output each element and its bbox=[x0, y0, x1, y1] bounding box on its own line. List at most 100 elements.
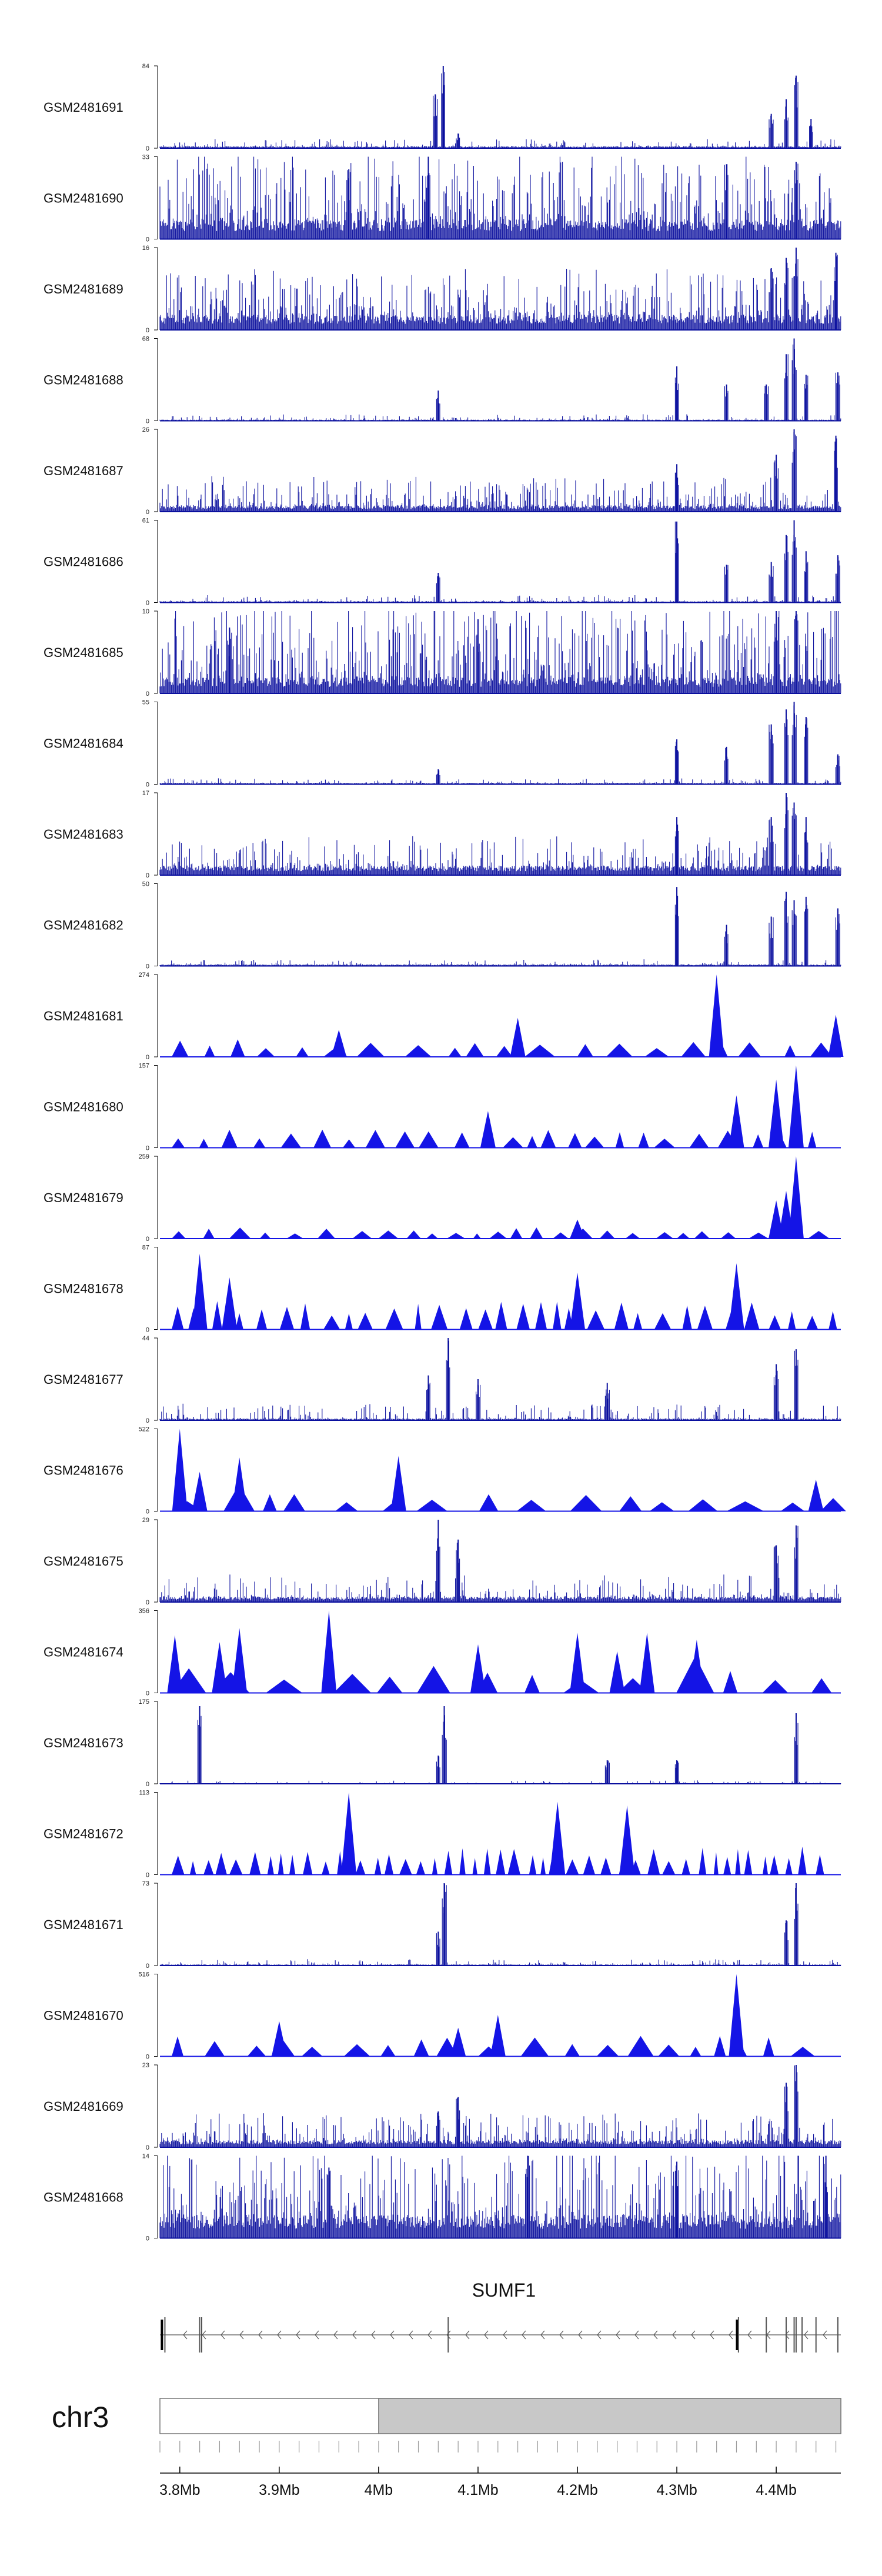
x-tick-label: 4.1Mb bbox=[457, 2482, 498, 2498]
strand-arrow bbox=[522, 2330, 526, 2340]
y-max-label: 16 bbox=[142, 245, 149, 252]
y-max-label: 23 bbox=[142, 2062, 149, 2069]
signal-pileup bbox=[570, 1495, 602, 1511]
signal-pileup bbox=[289, 1854, 296, 1875]
signal-pileup bbox=[738, 1042, 761, 1057]
signal-pileup bbox=[662, 1861, 676, 1875]
signal-pileup bbox=[540, 1857, 546, 1875]
signal-pileup bbox=[564, 2044, 580, 2057]
signal-pileup bbox=[380, 2045, 396, 2057]
signal-pileup bbox=[300, 1303, 310, 1330]
x-tick-label: 3.8Mb bbox=[159, 2482, 200, 2498]
signal-pileup bbox=[644, 1048, 669, 1057]
strand-arrow bbox=[465, 2330, 470, 2340]
signal-pileup bbox=[279, 1307, 295, 1330]
signal-pileup bbox=[689, 1133, 709, 1148]
coverage-signal bbox=[159, 72, 841, 148]
signal-pileup bbox=[510, 1228, 523, 1239]
signal-peak bbox=[729, 1263, 744, 1330]
y-max-label: 259 bbox=[139, 1153, 149, 1160]
track: GSM2481682 50 0 bbox=[44, 881, 841, 970]
track-label: GSM2481670 bbox=[44, 2008, 123, 2023]
signal-pileup bbox=[416, 1500, 447, 1511]
signal-pileup bbox=[744, 1302, 760, 1330]
signal-pileup bbox=[735, 1849, 741, 1875]
signal-peak bbox=[470, 1644, 486, 1693]
y-max-label: 29 bbox=[142, 1517, 149, 1524]
coverage-signal bbox=[159, 797, 841, 875]
signal-pileup bbox=[267, 1856, 274, 1875]
signal-pileup bbox=[446, 1233, 466, 1239]
signal-peak bbox=[510, 1017, 526, 1057]
signal-pileup bbox=[205, 2041, 225, 2057]
track-label: GSM2481682 bbox=[44, 918, 123, 933]
signal-peak bbox=[689, 1640, 704, 1693]
chromosome-ideogram: chr3 3.8Mb 3.9Mb 4Mb 4.1Mb 4.2Mb 4.3Mb 4.4Mb bbox=[52, 2398, 841, 2498]
signal-pileup bbox=[406, 1230, 421, 1239]
track-label: GSM2481683 bbox=[44, 827, 123, 842]
signal-pileup bbox=[212, 1301, 222, 1330]
y-max-label: 14 bbox=[142, 2153, 149, 2160]
y-min-label: 0 bbox=[146, 2235, 149, 2243]
signal-pileup bbox=[415, 1303, 422, 1330]
strand-arrow bbox=[729, 2330, 733, 2340]
signal-pileup bbox=[530, 1227, 543, 1239]
signal-pileup bbox=[335, 1502, 358, 1511]
signal-pileup bbox=[448, 1047, 462, 1057]
signal-pileup bbox=[172, 1231, 186, 1239]
signal-pileup bbox=[658, 2044, 680, 2057]
coverage-signal bbox=[159, 156, 841, 239]
signal-pileup bbox=[235, 1313, 243, 1330]
signal-pileup bbox=[654, 1313, 671, 1330]
track-label: GSM2481669 bbox=[44, 2099, 123, 2114]
track-label: GSM2481671 bbox=[44, 1917, 123, 1932]
signal-pileup bbox=[516, 1303, 530, 1330]
strand-arrow bbox=[540, 2330, 545, 2340]
signal-pileup bbox=[395, 1131, 415, 1148]
track: GSM2481691 84 0 bbox=[44, 63, 841, 152]
track-label: GSM2481668 bbox=[44, 2190, 123, 2205]
y-min-label: 0 bbox=[146, 1963, 149, 1970]
signal-pileup bbox=[524, 1674, 540, 1693]
signal-peak bbox=[321, 1610, 337, 1693]
exon-mark bbox=[199, 2317, 201, 2353]
signal-peak bbox=[769, 1079, 784, 1148]
signal-pileup bbox=[313, 1129, 332, 1148]
signal-pileup bbox=[583, 1855, 596, 1875]
signal-pileup bbox=[172, 2036, 184, 2057]
track-label: GSM2481680 bbox=[44, 1100, 123, 1115]
signal-pileup bbox=[656, 1232, 674, 1239]
signal-pileup bbox=[399, 1859, 412, 1875]
strand-arrow bbox=[503, 2330, 507, 2340]
signal-pileup bbox=[221, 1130, 238, 1148]
track-label: GSM2481679 bbox=[44, 1190, 123, 1205]
x-tick-label: 4.2Mb bbox=[557, 2482, 597, 2498]
y-max-label: 10 bbox=[142, 608, 149, 615]
strand-arrow bbox=[296, 2330, 300, 2340]
exon-mark bbox=[793, 2317, 795, 2353]
signal-pileup bbox=[333, 1674, 372, 1693]
track-label: GSM2481687 bbox=[44, 463, 123, 478]
signal-pileup bbox=[296, 1047, 309, 1057]
signal-pileup bbox=[780, 1502, 805, 1511]
y-max-label: 274 bbox=[139, 972, 149, 979]
signal-pileup bbox=[483, 1848, 491, 1875]
signal-pileup bbox=[496, 1046, 513, 1057]
x-tick-label: 4.3Mb bbox=[656, 2482, 697, 2498]
track: GSM2481668 14 0 bbox=[44, 2153, 841, 2243]
signal-peak bbox=[232, 1457, 248, 1511]
track: GSM2481681 274 0 bbox=[44, 972, 844, 1061]
signal-peak bbox=[808, 1479, 824, 1511]
signal-pileup bbox=[454, 1132, 470, 1148]
signal-pileup bbox=[714, 2036, 726, 2057]
signal-pileup bbox=[633, 1313, 643, 1330]
signal-pileup bbox=[503, 1137, 523, 1148]
signal-pileup bbox=[358, 1313, 373, 1330]
signal-pileup bbox=[535, 1302, 547, 1330]
track-label: GSM2481673 bbox=[44, 1736, 123, 1750]
signal-peak bbox=[788, 1065, 804, 1148]
signal-peak bbox=[192, 1471, 208, 1511]
signal-pileup bbox=[649, 1502, 674, 1511]
coverage-signal bbox=[159, 2155, 841, 2238]
track: GSM2481679 259 0 bbox=[44, 1153, 841, 1243]
